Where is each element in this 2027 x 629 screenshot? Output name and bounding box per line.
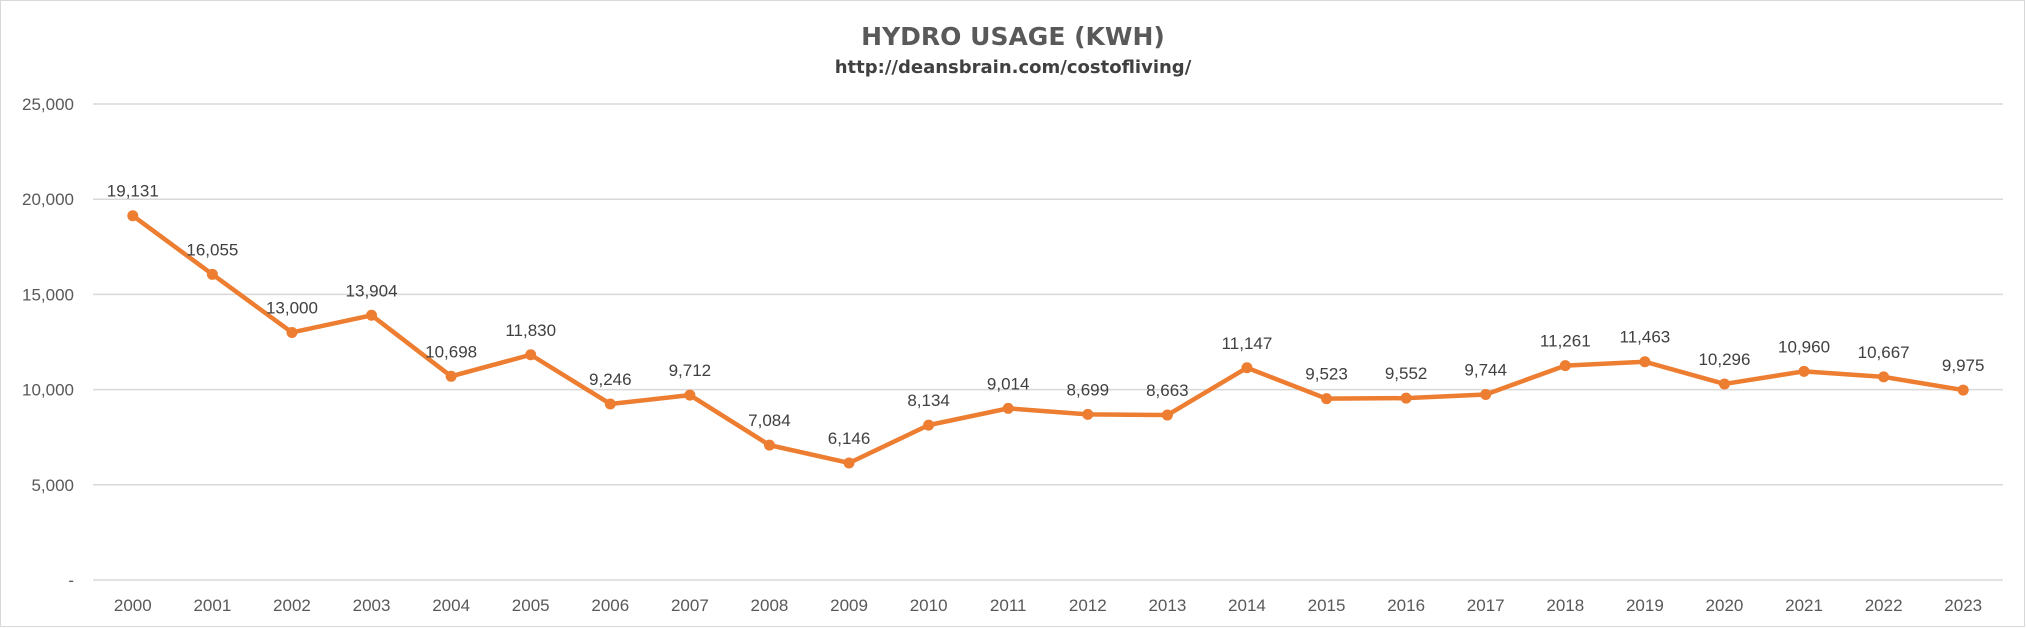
- x-tick-label: 2020: [1706, 596, 1744, 615]
- data-point: [127, 210, 139, 222]
- chart-title: HYDRO USAGE (KWH): [861, 22, 1165, 51]
- data-label: 11,147: [1222, 334, 1273, 353]
- x-tick-label: 2008: [751, 596, 789, 615]
- x-tick-label: 2014: [1228, 596, 1266, 615]
- data-point: [684, 389, 696, 401]
- x-tick-label: 2011: [990, 596, 1027, 615]
- data-point: [1161, 409, 1173, 421]
- y-tick-label: -: [68, 571, 74, 590]
- data-point: [1321, 393, 1333, 405]
- x-tick-label: 2006: [591, 596, 629, 615]
- y-tick-label: 5,000: [31, 476, 74, 495]
- data-point: [1002, 402, 1014, 414]
- data-label: 8,134: [907, 391, 950, 410]
- data-point: [1718, 378, 1730, 390]
- data-point: [604, 398, 616, 410]
- y-tick-label: 20,000: [22, 190, 74, 209]
- data-point: [1559, 360, 1571, 372]
- data-label: 9,712: [669, 361, 712, 380]
- data-labels: 19,131 16,055 13,000 13,904 10,698 11,830 9,24…: [107, 182, 1985, 448]
- gridlines: [93, 103, 2003, 581]
- data-point: [1639, 356, 1651, 368]
- y-tick-label: 10,000: [22, 381, 74, 400]
- data-point: [206, 268, 218, 280]
- data-label: 8,699: [1067, 380, 1110, 399]
- x-tick-label: 2022: [1865, 596, 1903, 615]
- data-label: 11,463: [1620, 328, 1671, 347]
- y-tick-label: 25,000: [22, 95, 74, 114]
- x-axis-ticks: 2000 2001 2002 2003 2004 2005 2006 2007 2008 2009…: [114, 596, 1982, 615]
- data-point: [445, 370, 457, 382]
- x-tick-label: 2009: [830, 596, 868, 615]
- data-label: 7,084: [748, 411, 791, 430]
- data-point: [1957, 384, 1969, 396]
- data-label: 16,055: [186, 240, 238, 259]
- x-tick-label: 2013: [1148, 596, 1186, 615]
- data-point: [1400, 392, 1412, 404]
- chart-subtitle: http://deansbrain.com/costofliving/: [835, 57, 1192, 78]
- x-tick-label: 2004: [432, 596, 470, 615]
- data-point: [286, 326, 298, 338]
- data-label: 9,975: [1942, 356, 1985, 375]
- x-tick-label: 2007: [671, 596, 709, 615]
- x-tick-label: 2010: [910, 596, 948, 615]
- series-line: [130, 213, 1966, 466]
- data-point: [923, 419, 935, 431]
- data-label: 10,960: [1778, 337, 1830, 356]
- data-label: 10,698: [425, 342, 477, 361]
- x-tick-label: 2001: [193, 596, 231, 615]
- data-label: 10,296: [1698, 350, 1750, 369]
- data-point: [525, 349, 537, 361]
- x-tick-label: 2015: [1308, 596, 1346, 615]
- data-label: 9,523: [1305, 365, 1348, 384]
- data-label: 9,014: [987, 374, 1030, 393]
- x-tick-label: 2017: [1467, 596, 1505, 615]
- series-hydro-usage: [127, 210, 1969, 469]
- data-point: [1480, 388, 1492, 400]
- data-label: 8,663: [1146, 381, 1189, 400]
- x-tick-label: 2021: [1785, 596, 1823, 615]
- x-tick-label: 2000: [114, 596, 152, 615]
- data-label: 10,667: [1858, 343, 1910, 362]
- x-tick-label: 2023: [1944, 596, 1982, 615]
- y-tick-label: 15,000: [22, 285, 74, 304]
- x-tick-label: 2005: [512, 596, 550, 615]
- data-label: 9,552: [1385, 364, 1428, 383]
- data-point: [763, 439, 775, 451]
- data-label: 11,261: [1540, 332, 1591, 351]
- data-label: 9,246: [589, 370, 632, 389]
- x-tick-label: 2019: [1626, 596, 1664, 615]
- data-label: 13,904: [346, 281, 398, 300]
- data-label: 9,744: [1464, 360, 1507, 379]
- data-point: [843, 457, 855, 469]
- x-tick-label: 2012: [1069, 596, 1107, 615]
- x-tick-label: 2002: [273, 596, 311, 615]
- y-axis-ticks: - 5,000 10,000 15,000 20,000 25,000: [22, 95, 74, 590]
- data-point: [1798, 365, 1810, 377]
- x-tick-label: 2018: [1546, 596, 1584, 615]
- data-label: 6,146: [828, 429, 871, 448]
- data-label: 19,131: [107, 182, 159, 201]
- data-point: [1241, 362, 1253, 374]
- data-label: 11,830: [505, 321, 556, 340]
- data-label: 13,000: [266, 298, 318, 317]
- data-point: [1082, 408, 1094, 420]
- data-point: [1878, 371, 1890, 383]
- x-tick-label: 2003: [353, 596, 391, 615]
- x-tick-label: 2016: [1387, 596, 1425, 615]
- data-point: [366, 309, 378, 321]
